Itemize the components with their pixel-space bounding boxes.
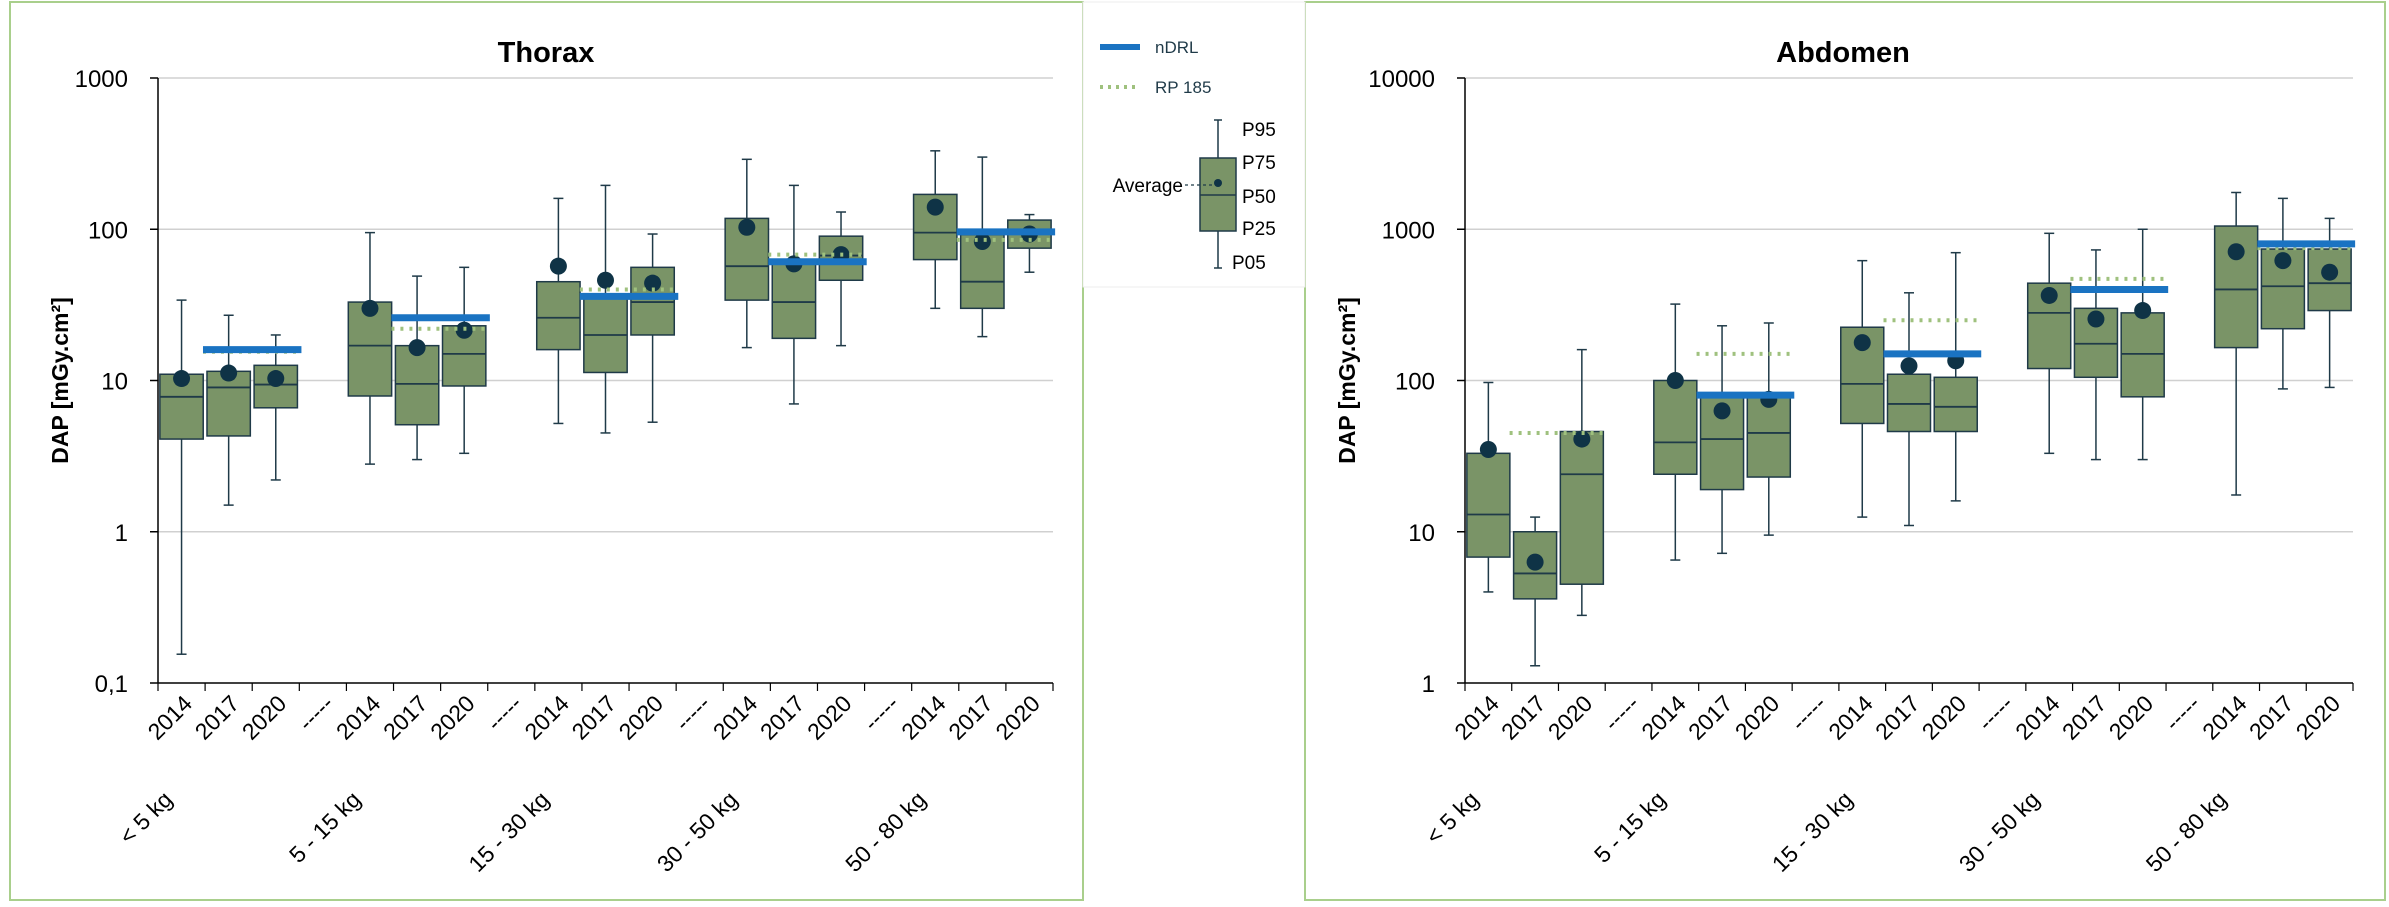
legend-average-label: Average — [1113, 176, 1183, 197]
abdomen-box-30-50-kg-2020-mean-dot — [2134, 302, 2152, 320]
thorax-box-5-kg-2020-mean-dot — [267, 370, 285, 388]
thorax-box-50-80-kg-2017-mean-dot — [973, 232, 991, 250]
thorax-title: Thorax — [498, 37, 595, 69]
thorax-box-5-15-kg-2014-mean-dot — [361, 299, 379, 317]
abdomen-y-tick-label: 10000 — [1368, 66, 1435, 93]
abdomen-y-axis-label: DAP [mGy.cm²] — [1334, 297, 1360, 464]
abdomen-box-15-30-kg-2014-mean-dot — [1853, 334, 1871, 352]
legend-p50-label: P50 — [1242, 187, 1276, 208]
legend-p75-label: P75 — [1242, 153, 1276, 174]
abdomen-box-5-kg-2017-mean-dot — [1526, 553, 1544, 571]
legend-p25-label: P25 — [1242, 219, 1276, 240]
thorax-box-5-kg-2017-mean-dot — [220, 364, 238, 382]
thorax-y-tick-label: 1 — [115, 520, 128, 547]
abdomen-box-15-30-kg-2017-mean-dot — [1900, 357, 1918, 375]
thorax-y-tick-label: 0,1 — [95, 671, 128, 698]
abdomen-box-50-80-kg-2020-mean-dot — [2321, 263, 2339, 281]
thorax-panel — [9, 1, 1084, 901]
legend-p05-label: P05 — [1232, 253, 1266, 274]
abdomen-box-50-80-kg-2014 — [2213, 225, 2259, 349]
abdomen-y-tick-label: 1000 — [1382, 217, 1435, 244]
abdomen-title: Abdomen — [1776, 37, 1910, 69]
abdomen-box-5-kg-2014 — [1466, 452, 1511, 558]
abdomen-y-tick-label: 1 — [1422, 671, 1435, 698]
thorax-y-tick-label: 1000 — [75, 66, 128, 93]
thorax-box-15-30-kg-2017-mean-dot — [597, 271, 614, 289]
thorax-y-axis-label: DAP [mGy.cm²] — [47, 297, 73, 464]
abdomen-box-5-kg-2020-mean-dot — [1573, 430, 1591, 448]
thorax-box-30-50-kg-2017 — [771, 262, 817, 340]
abdomen-box-30-50-kg-2014-mean-dot — [2040, 286, 2058, 304]
thorax-box-15-30-kg-2014-mean-dot — [549, 257, 567, 275]
abdomen-box-30-50-kg-2017-mean-dot — [2087, 310, 2105, 328]
abdomen-box-5-kg-2020 — [1559, 430, 1605, 585]
thorax-box-30-50-kg-2014-mean-dot — [738, 218, 756, 236]
abdomen-y-tick-label: 10 — [1408, 520, 1435, 547]
thorax-box-5-15-kg-2014 — [347, 301, 393, 397]
legend-mean-dot — [1214, 179, 1222, 187]
abdomen-box-50-80-kg-2017-mean-dot — [2274, 252, 2292, 270]
abdomen-box-15-30-kg-2017 — [1886, 373, 1932, 433]
thorax-y-tick-label: 10 — [101, 369, 128, 396]
legend-rp-label: RP 185 — [1155, 78, 1211, 97]
thorax-box-50-80-kg-2014-mean-dot — [926, 198, 944, 216]
thorax-box-5-kg-2014-mean-dot — [173, 370, 191, 388]
thorax-box-15-30-kg-2014 — [535, 280, 581, 351]
legend: nDRL RP 185 Average P95 P75 P50 P25 P05 — [1100, 38, 1276, 274]
abdomen-y-tick-label: 100 — [1395, 369, 1435, 396]
abdomen-box-5-kg-2014-mean-dot — [1479, 440, 1497, 458]
thorax-y-tick-label: 100 — [88, 217, 128, 244]
legend-ndrl-label: nDRL — [1155, 38, 1198, 57]
abdomen-box-15-30-kg-2020 — [1933, 376, 1978, 433]
abdomen-box-50-80-kg-2014-mean-dot — [2227, 243, 2245, 261]
abdomen-box-30-50-kg-2020 — [2120, 312, 2165, 398]
abdomen-box-5-15-kg-2014-mean-dot — [1666, 372, 1684, 389]
abdomen-box-5-15-kg-2017-mean-dot — [1713, 402, 1731, 420]
thorax-box-5-kg-2017 — [206, 370, 252, 437]
thorax-box-15-30-kg-2020-mean-dot — [644, 274, 662, 292]
thorax-box-5-15-kg-2017 — [394, 344, 440, 426]
legend-p95-label: P95 — [1242, 120, 1276, 141]
abdomen-box-5-15-kg-2014 — [1653, 379, 1698, 475]
abdomen-panel — [1304, 1, 2386, 901]
thorax-box-5-15-kg-2017-mean-dot — [408, 339, 426, 357]
